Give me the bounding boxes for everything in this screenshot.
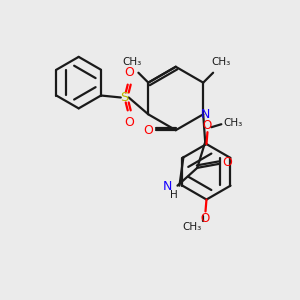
Text: CH₃: CH₃ [123, 57, 142, 67]
Text: O: O [201, 212, 210, 225]
Text: O: O [203, 119, 212, 132]
Text: O: O [222, 156, 232, 170]
Text: O: O [143, 124, 153, 137]
Text: O: O [124, 116, 134, 129]
Text: CH₃: CH₃ [182, 222, 201, 232]
Text: CH₃: CH₃ [212, 57, 231, 67]
Text: H: H [169, 190, 177, 200]
Text: O: O [124, 66, 134, 79]
Text: N: N [200, 108, 210, 121]
Text: S: S [121, 91, 129, 104]
Text: CH₃: CH₃ [224, 118, 243, 128]
Text: N: N [163, 180, 172, 193]
